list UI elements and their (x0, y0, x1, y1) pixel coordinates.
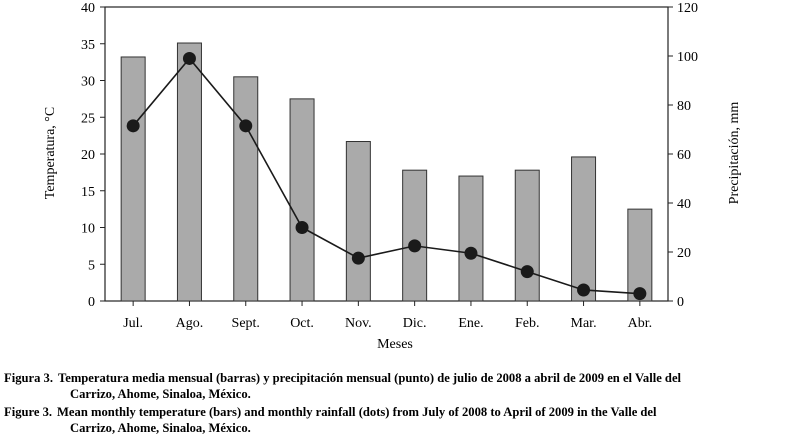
y-right-tick-label: 0 (677, 295, 684, 310)
y-right-tick-label: 40 (677, 197, 691, 212)
y-right-tick-label: 60 (677, 148, 691, 163)
rainfall-dot (126, 119, 140, 133)
rainfall-dot (351, 251, 365, 265)
x-tick-label: Ago. (176, 316, 204, 331)
y-right-tick-label: 120 (677, 1, 698, 16)
x-tick-label: Mar. (571, 316, 597, 331)
x-tick-label: Abr. (628, 316, 653, 331)
rainfall-dot (520, 265, 534, 279)
x-tick-label: Sept. (232, 316, 260, 331)
y-left-tick-label: 30 (81, 75, 95, 90)
y-right-tick-label: 20 (677, 246, 691, 261)
rainfall-dot (408, 239, 422, 253)
temperature-bar (176, 42, 202, 302)
temperature-bar (233, 76, 259, 302)
x-tick-label: Nov. (345, 316, 372, 331)
x-axis-title: Meses (377, 337, 413, 352)
caption-es-text: Temperatura media mensual (barras) y pre… (57, 371, 682, 385)
caption-english: Figure 3. Mean monthly temperature (bars… (4, 404, 789, 436)
y-left-tick-label: 35 (81, 38, 95, 53)
y-left-tick-label: 5 (88, 258, 95, 273)
rainfall-line (132, 57, 640, 295)
caption-en-label: Figure 3. (4, 405, 53, 419)
y-left-tick-label: 10 (81, 222, 95, 237)
temperature-bar (458, 175, 484, 302)
rainfall-dot (239, 119, 253, 133)
rainfall-dot (633, 287, 647, 301)
temperature-bar (120, 56, 146, 302)
y-right-tick-label: 80 (677, 99, 691, 114)
rainfall-dot (577, 283, 591, 297)
temperature-bar (571, 156, 597, 302)
x-tick-label: Dic. (403, 316, 427, 331)
rainfall-dot (295, 221, 309, 234)
caption-en-text-cont: Carrizo, Ahome, Sinaloa, México. (70, 421, 251, 435)
x-tick-label: Oct. (290, 316, 314, 331)
y-left-axis-title: Temperatura, °C (43, 107, 58, 199)
x-tick-label: Ene. (458, 316, 483, 331)
plot-area: 0 5 10 15 20 25 30 35 40 0 20 40 60 80 100 120 Jul. Ago. S… (81, 1, 698, 331)
temperature-bar (289, 98, 315, 302)
caption-es-label: Figura 3. (4, 371, 53, 385)
y-right-axis-title: Precipitación, mm (727, 102, 742, 205)
caption-spanish: Figura 3. Temperatura media mensual (bar… (4, 370, 789, 402)
y-left-tick-label: 20 (81, 148, 95, 163)
caption-es-text-cont: Carrizo, Ahome, Sinaloa, México. (70, 387, 251, 401)
y-left-tick-label: 15 (81, 185, 95, 200)
chart: 0 5 10 15 20 25 30 35 40 0 20 40 60 80 100 120 Jul. Ago. S… (43, 1, 742, 352)
y-left-tick-label: 0 (88, 295, 95, 310)
x-tick-label: Feb. (515, 316, 540, 331)
temperature-bar (514, 169, 540, 302)
caption-en-text: Mean monthly temperature (bars) and mont… (57, 405, 657, 419)
temperature-bar (402, 169, 428, 302)
y-right-tick-label: 100 (677, 50, 698, 65)
temperature-bar (345, 141, 371, 302)
rainfall-dot (464, 246, 478, 260)
rainfall-dot (182, 51, 196, 65)
x-tick-label: Jul. (123, 316, 143, 331)
y-left-tick-label: 25 (81, 111, 95, 126)
y-left-tick-label: 40 (81, 1, 95, 16)
